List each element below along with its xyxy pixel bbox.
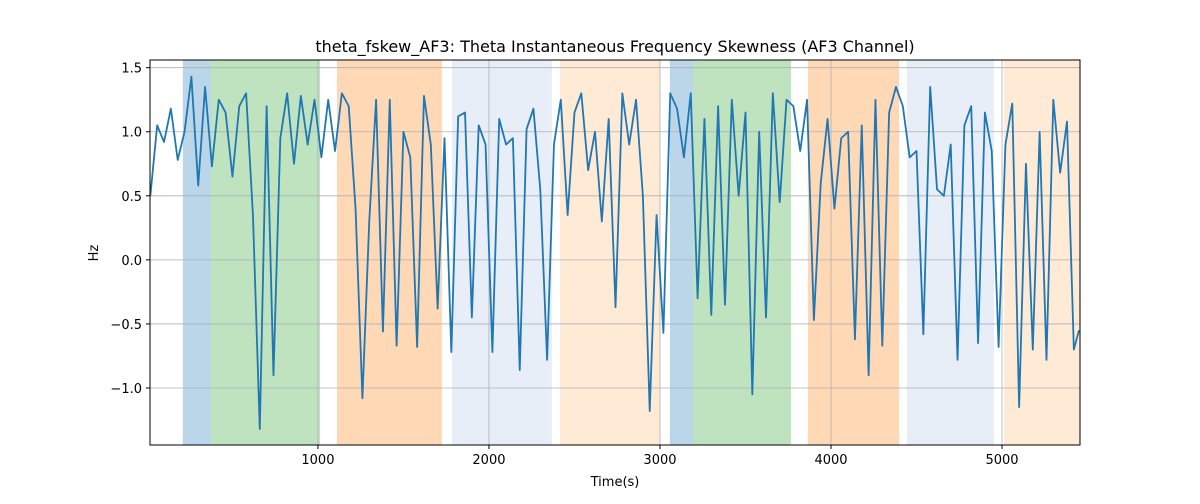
region bbox=[906, 60, 994, 445]
y-axis-label: Hz bbox=[87, 245, 102, 262]
region bbox=[182, 60, 211, 445]
x-axis-label: Time(s) bbox=[590, 475, 640, 490]
y-tick-label: −0.5 bbox=[110, 318, 142, 333]
y-tick-label: 1.5 bbox=[121, 62, 142, 77]
x-tick-label: 1000 bbox=[301, 453, 334, 468]
y-tick-label: 0.5 bbox=[121, 190, 142, 205]
line-series bbox=[149, 75, 1080, 430]
region bbox=[692, 60, 791, 445]
y-tick-label: 0.0 bbox=[121, 254, 142, 269]
plot-frame bbox=[149, 59, 1081, 446]
x-tick-label: 5000 bbox=[985, 453, 1018, 468]
region bbox=[669, 60, 693, 445]
labels: 1000 2000 3000 4000 5000 −1.0 −0.5 0.0 0.5 1.0 1.5 bbox=[110, 62, 1018, 468]
y-tick-label: −1.0 bbox=[110, 382, 142, 397]
region bbox=[807, 60, 900, 445]
x-tick-label: 3000 bbox=[643, 453, 676, 468]
y-tick-label: 1.0 bbox=[121, 126, 142, 141]
region bbox=[452, 60, 552, 445]
lines bbox=[149, 75, 1080, 430]
x-tick-label: 4000 bbox=[814, 453, 847, 468]
chart-title: theta_fskew_AF3: Theta Instantaneous Fre… bbox=[315, 37, 914, 57]
x-tick-label: 2000 bbox=[472, 453, 505, 468]
region bbox=[559, 60, 660, 445]
